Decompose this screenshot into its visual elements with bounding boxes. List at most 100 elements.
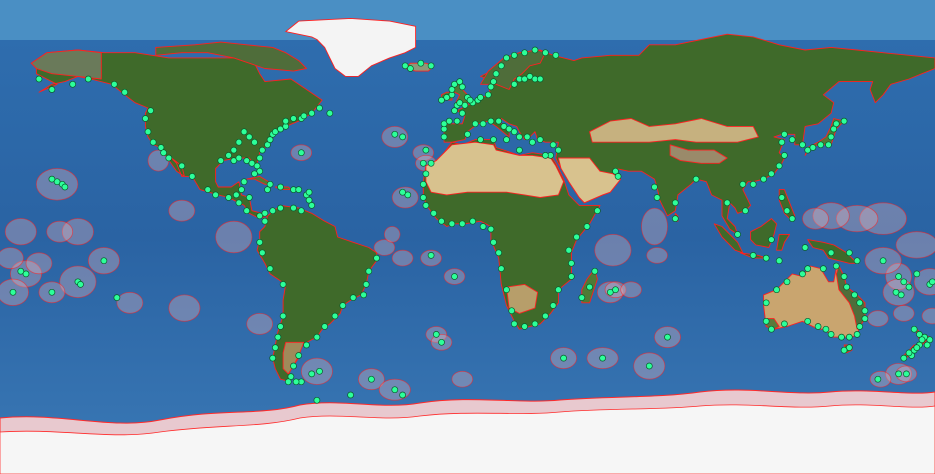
station-marker <box>399 391 406 399</box>
station-marker <box>851 291 858 299</box>
station-marker <box>516 146 523 154</box>
station-marker <box>300 112 308 120</box>
station-marker <box>692 175 700 183</box>
station-marker <box>391 130 399 138</box>
station-marker <box>500 123 508 130</box>
eez-ring <box>0 247 24 269</box>
station-marker <box>768 325 775 333</box>
station-marker <box>316 104 323 112</box>
station-marker <box>926 336 934 344</box>
station-marker <box>279 281 287 288</box>
station-marker <box>830 125 838 133</box>
eez-ring <box>892 305 915 322</box>
eez-ring <box>835 205 879 233</box>
eez-ring <box>4 218 37 246</box>
station-marker <box>269 354 277 362</box>
station-marker <box>419 159 427 167</box>
station-marker <box>110 80 118 88</box>
station-marker <box>373 254 380 262</box>
station-marker <box>742 207 749 215</box>
station-marker <box>230 146 238 154</box>
station-marker <box>100 257 108 265</box>
station-marker <box>900 354 908 362</box>
station-marker <box>308 370 316 378</box>
station-marker <box>438 338 445 346</box>
station-marker <box>458 109 466 117</box>
station-marker <box>399 188 406 196</box>
station-marker <box>645 362 653 370</box>
station-marker <box>565 246 573 254</box>
station-marker <box>781 152 788 159</box>
station-marker <box>279 312 287 320</box>
station-marker <box>271 344 279 351</box>
station-marker <box>861 315 869 322</box>
eez-ring <box>391 186 419 209</box>
station-marker <box>277 125 284 133</box>
station-marker <box>768 170 775 178</box>
station-marker <box>69 80 77 88</box>
station-marker <box>788 136 796 143</box>
station-marker <box>401 62 409 70</box>
station-marker <box>832 120 840 128</box>
eez-ring <box>25 252 53 275</box>
station-marker <box>804 146 812 154</box>
station-marker <box>266 136 274 143</box>
station-marker <box>843 283 851 291</box>
station-marker <box>77 281 84 288</box>
station-marker <box>913 344 921 351</box>
eez-ring <box>373 239 396 256</box>
station-marker <box>809 144 817 151</box>
station-marker <box>916 331 923 338</box>
station-marker <box>490 78 497 85</box>
station-marker <box>365 267 373 275</box>
station-marker <box>471 120 479 128</box>
station-marker <box>521 49 528 57</box>
station-marker <box>536 136 544 143</box>
station-marker <box>144 128 152 136</box>
station-marker <box>827 249 835 257</box>
eez-ring <box>921 307 935 325</box>
station-marker <box>799 270 806 278</box>
station-marker <box>542 312 549 320</box>
station-marker <box>490 136 497 143</box>
landmass-patagonia-dry <box>282 341 305 375</box>
station-marker <box>879 257 887 265</box>
arctic-ocean <box>0 0 935 40</box>
station-marker <box>510 51 518 59</box>
station-marker <box>235 154 243 162</box>
station-marker <box>464 130 471 138</box>
station-marker <box>274 333 282 341</box>
station-marker <box>160 149 167 157</box>
station-marker <box>853 331 861 338</box>
station-marker <box>510 80 518 88</box>
station-marker <box>391 386 399 394</box>
station-marker <box>313 396 321 404</box>
landmass-alaska-north <box>30 49 102 80</box>
station-marker <box>760 175 767 183</box>
station-marker <box>723 199 731 207</box>
station-marker <box>586 283 593 291</box>
station-marker <box>827 133 835 141</box>
station-marker <box>568 273 575 280</box>
station-marker <box>277 204 284 212</box>
station-marker <box>35 75 43 83</box>
station-marker <box>853 257 861 265</box>
station-marker <box>466 96 474 104</box>
station-marker <box>526 73 534 80</box>
station-marker <box>781 320 788 328</box>
station-marker <box>438 96 445 104</box>
station-marker <box>217 157 225 164</box>
station-marker <box>427 159 435 167</box>
station-marker <box>840 346 848 354</box>
station-marker <box>53 178 61 186</box>
station-marker <box>606 288 614 296</box>
station-marker <box>456 78 464 85</box>
station-marker <box>840 117 848 125</box>
station-marker <box>422 202 430 209</box>
station-marker <box>212 191 219 199</box>
station-marker <box>783 207 791 215</box>
stations <box>9 46 935 404</box>
station-marker <box>773 286 780 294</box>
